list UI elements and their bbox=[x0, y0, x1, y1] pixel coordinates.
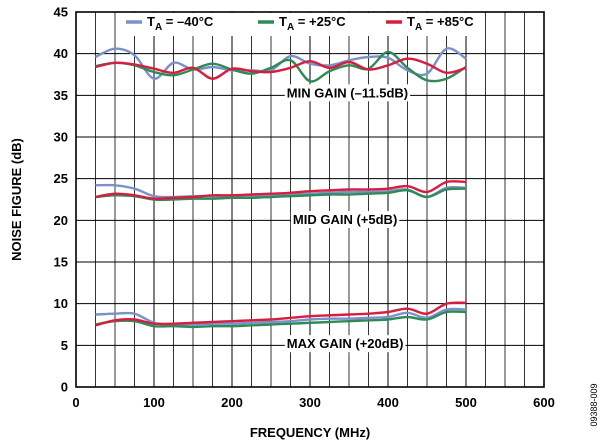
figure-id: 09388-009 bbox=[589, 383, 599, 426]
legend-background bbox=[120, 13, 481, 36]
x-tick-label: 500 bbox=[455, 395, 477, 410]
y-tick-label: 15 bbox=[54, 255, 68, 270]
annotation-background bbox=[290, 211, 400, 228]
annotation-background bbox=[284, 335, 406, 353]
gain-annotation: MAX GAIN (+20dB) bbox=[287, 336, 404, 351]
y-tick-label: 35 bbox=[54, 88, 68, 103]
legend-label: TA = +25°C bbox=[279, 14, 346, 33]
annotation-background bbox=[284, 84, 411, 102]
x-tick-label: 200 bbox=[221, 395, 243, 410]
y-tick-label: 25 bbox=[54, 171, 68, 186]
x-tick-label: 400 bbox=[377, 395, 399, 410]
series-lines bbox=[94, 47, 467, 329]
gain-annotation: MID GAIN (+5dB) bbox=[293, 212, 397, 227]
series-line-min-gain bbox=[95, 57, 467, 80]
annotations: MIN GAIN (–11.5dB) MID GAIN (+5dB) MAX GAI… bbox=[284, 84, 411, 353]
y-tick-label: 20 bbox=[54, 213, 68, 228]
legend-entry: TA = +85°C bbox=[386, 14, 474, 33]
tick-labels: 0 100 200 300 400 500 600 0 5 10 15 20 25 30 35 40 45 bbox=[54, 5, 555, 411]
y-tick-label: 0 bbox=[61, 380, 68, 395]
x-tick-label: 0 bbox=[72, 395, 79, 410]
x-axis-label: FREQUENCY (MHz) bbox=[250, 425, 370, 440]
legend-entry: TA = –40°C bbox=[126, 14, 214, 33]
legend-label: TA = +85°C bbox=[407, 14, 474, 33]
y-tick-label: 40 bbox=[54, 46, 68, 61]
series-line-max-gain bbox=[95, 310, 467, 329]
y-axis-label: NOISE FIGURE (dB) bbox=[9, 138, 24, 261]
series-line-mid-gain bbox=[95, 180, 467, 200]
x-tick-label: 100 bbox=[143, 395, 165, 410]
legend-entry: TA = +25°C bbox=[258, 14, 346, 33]
y-tick-label: 30 bbox=[54, 130, 68, 145]
y-tick-label: 10 bbox=[54, 296, 68, 311]
series-line-min-gain bbox=[95, 50, 467, 83]
y-tick-label: 5 bbox=[61, 338, 68, 353]
legend: TA = –40°C TA = +25°C TA = +85°C bbox=[120, 13, 481, 36]
x-tick-label: 600 bbox=[533, 395, 555, 410]
x-tick-label: 300 bbox=[299, 395, 321, 410]
plot-frame bbox=[75, 11, 545, 388]
series-line-max-gain bbox=[95, 301, 467, 327]
gain-annotation: MIN GAIN (–11.5dB) bbox=[287, 85, 408, 100]
y-tick-label: 45 bbox=[54, 5, 68, 20]
legend-label: TA = –40°C bbox=[147, 14, 214, 33]
